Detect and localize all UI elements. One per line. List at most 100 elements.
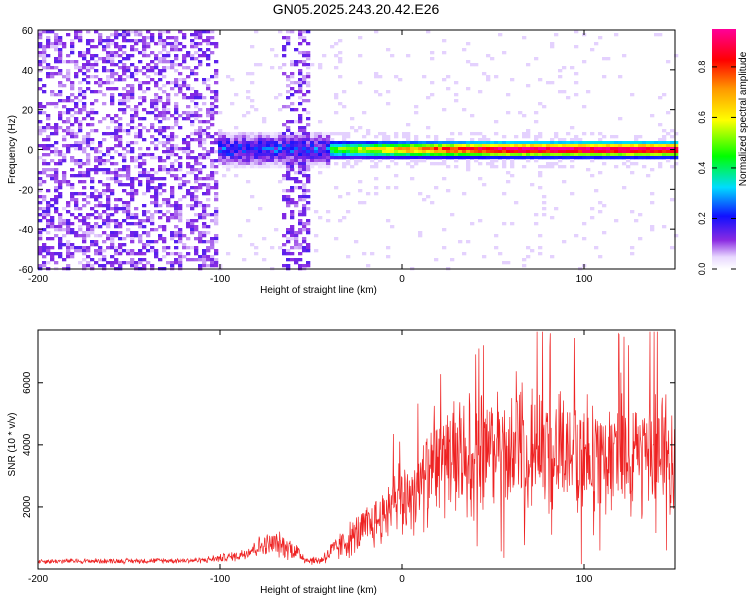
heatmap-cell xyxy=(154,114,159,118)
heatmap-cell xyxy=(302,171,307,175)
heatmap-cell xyxy=(242,159,247,163)
heatmap-cell xyxy=(214,216,219,220)
heatmap-cell xyxy=(94,216,99,220)
heatmap-cell xyxy=(90,147,95,151)
heatmap-cell xyxy=(554,135,559,139)
heatmap-cell xyxy=(90,102,95,106)
heatmap-cell xyxy=(146,87,151,91)
heatmap-cell xyxy=(98,225,103,229)
heatmap-cell xyxy=(674,156,679,160)
heatmap-cell xyxy=(542,213,547,217)
heatmap-cell xyxy=(106,177,111,181)
heatmap-cell xyxy=(162,126,167,130)
heatmap-cell xyxy=(238,150,243,154)
heatmap-cell xyxy=(478,132,483,136)
heatmap-cell xyxy=(174,111,179,115)
heatmap-cell xyxy=(58,252,63,256)
heatmap-cell xyxy=(146,183,151,187)
heatmap-cell xyxy=(606,156,611,160)
heatmap-cell xyxy=(622,54,627,58)
heatmap-cell xyxy=(546,153,551,157)
heatmap-cell xyxy=(346,141,351,145)
heatmap-cell xyxy=(198,144,203,148)
heatmap-cell xyxy=(106,261,111,265)
heatmap-cell xyxy=(442,153,447,157)
heatmap-cell xyxy=(154,255,159,259)
heatmap-cell xyxy=(42,153,47,157)
heatmap-cell xyxy=(62,180,67,184)
heatmap-cell xyxy=(198,129,203,133)
heatmap-cell xyxy=(114,210,119,214)
heatmap-cell xyxy=(170,216,175,220)
heatmap-cell xyxy=(78,30,83,34)
heatmap-cell xyxy=(274,135,279,139)
heatmap-cell xyxy=(522,147,527,151)
heatmap-cell xyxy=(82,135,87,139)
heatmap-cell xyxy=(298,141,303,145)
heatmap-cell xyxy=(338,147,343,151)
heatmap-cell xyxy=(110,261,115,265)
heatmap-cell xyxy=(250,138,255,142)
heatmap-cell xyxy=(290,216,295,220)
heatmap-cell xyxy=(650,150,655,154)
heatmap-cell xyxy=(126,39,131,43)
heatmap-cell xyxy=(406,156,411,160)
heatmap-cell xyxy=(126,54,131,58)
heatmap-cell xyxy=(166,51,171,55)
heatmap-cell xyxy=(170,261,175,265)
heatmap-cell xyxy=(58,150,63,154)
heatmap-cell xyxy=(106,183,111,187)
heatmap-cell xyxy=(82,264,87,268)
heatmap-cell xyxy=(654,147,659,151)
heatmap-cell xyxy=(130,252,135,256)
heatmap-cell xyxy=(134,48,139,52)
heatmap-cell xyxy=(394,132,399,136)
heatmap-cell xyxy=(298,252,303,256)
heatmap-cell xyxy=(86,255,91,259)
heatmap-cell xyxy=(178,240,183,244)
heatmap-cell xyxy=(202,78,207,82)
heatmap-cell xyxy=(86,60,91,64)
heatmap-cell xyxy=(322,153,327,157)
heatmap-cell xyxy=(130,45,135,49)
heatmap-cell xyxy=(158,69,163,73)
heatmap-cell xyxy=(74,144,79,148)
heatmap-cell xyxy=(122,36,127,40)
heatmap-cell xyxy=(78,87,83,91)
heatmap-cell xyxy=(286,138,291,142)
heatmap-cell xyxy=(146,231,151,235)
heatmap-cell xyxy=(90,228,95,232)
heatmap-cell xyxy=(494,156,499,160)
heatmap-cell xyxy=(510,78,515,82)
heatmap-cell xyxy=(166,147,171,151)
heatmap-cell xyxy=(190,246,195,250)
heatmap-cell xyxy=(462,48,467,52)
heatmap-cell xyxy=(238,234,243,238)
heatmap-cell xyxy=(90,66,95,70)
heatmap-cell xyxy=(70,255,75,259)
heatmap-cell xyxy=(62,138,67,142)
heatmap-cell xyxy=(90,90,95,94)
heatmap-cell xyxy=(194,117,199,121)
heatmap-cell xyxy=(50,246,55,250)
heatmap-cell xyxy=(110,57,115,61)
heatmap-cell xyxy=(370,156,375,160)
heatmap-cell xyxy=(290,147,295,151)
heatmap-cell xyxy=(214,72,219,76)
heatmap-cell xyxy=(126,204,131,208)
heatmap-cell xyxy=(78,141,83,145)
heatmap-cell xyxy=(654,150,659,154)
heatmap-cell xyxy=(670,198,675,202)
heatmap-cell xyxy=(134,156,139,160)
heatmap-cell xyxy=(390,54,395,58)
heatmap-cell xyxy=(174,147,179,151)
heatmap-cell xyxy=(566,96,571,100)
heatmap-cell xyxy=(238,138,243,142)
heatmap-cell xyxy=(210,240,215,244)
heatmap-cell xyxy=(274,165,279,169)
heatmap-cell xyxy=(366,156,371,160)
heatmap-cell xyxy=(590,174,595,178)
heatmap-cell xyxy=(162,129,167,133)
heatmap-cell xyxy=(70,243,75,247)
